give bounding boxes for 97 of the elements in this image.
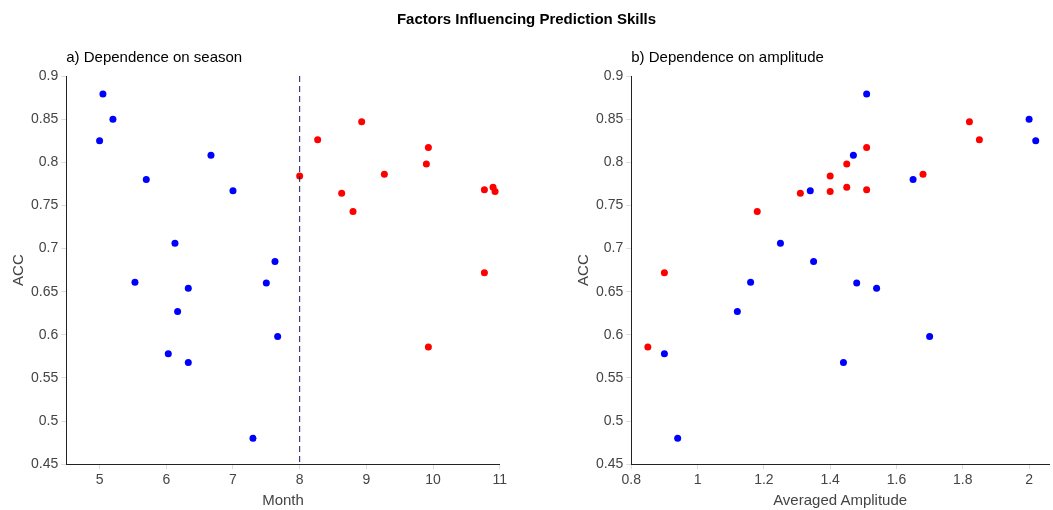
point <box>843 160 851 168</box>
x-tick-label: 11 <box>492 471 508 488</box>
point <box>314 136 322 144</box>
point <box>806 187 814 195</box>
y-tick-label: 0.85 <box>596 109 624 126</box>
point <box>644 343 652 351</box>
point <box>480 269 488 277</box>
point <box>262 279 270 287</box>
y-tick-label: 0.45 <box>596 455 624 472</box>
point <box>849 151 857 159</box>
x-tick-label: 8 <box>295 471 304 488</box>
point <box>271 257 279 265</box>
point <box>975 136 983 144</box>
y-tick-label: 0.5 <box>38 411 59 428</box>
x-tick-label: 9 <box>362 471 371 488</box>
point <box>1025 115 1033 123</box>
x-tick-label: 10 <box>425 471 442 488</box>
point <box>171 239 179 247</box>
y-axis-title: ACC <box>9 254 27 286</box>
point <box>424 144 432 152</box>
y-tick-label: 0.65 <box>31 282 59 299</box>
point <box>660 350 668 358</box>
y-tick-label: 0.65 <box>596 282 624 299</box>
x-tick-label: 1 <box>693 471 702 488</box>
point <box>810 257 818 265</box>
point <box>747 278 755 286</box>
point <box>164 350 172 358</box>
point <box>776 239 784 247</box>
point <box>826 172 834 180</box>
x-tick-label: 7 <box>229 471 238 488</box>
x-axis-title: Month <box>262 491 304 509</box>
y-axis-title: ACC <box>574 254 592 286</box>
point <box>96 137 104 145</box>
point <box>480 186 488 194</box>
point <box>926 333 934 341</box>
point <box>909 176 917 184</box>
y-tick-label: 0.55 <box>31 368 59 385</box>
chart-title: Factors Influencing Prediction Skills <box>395 10 658 27</box>
point <box>919 170 927 178</box>
y-tick-label: 0.8 <box>38 153 59 170</box>
point <box>863 186 871 194</box>
chart-subtitle: a) Dependence on season <box>66 48 243 65</box>
point <box>99 90 107 98</box>
y-tick-label: 0.7 <box>38 239 59 256</box>
y-tick-label: 0.5 <box>603 411 624 428</box>
point <box>863 144 871 152</box>
x-tick-label: 1.8 <box>953 471 973 488</box>
point <box>839 358 847 366</box>
point <box>843 183 851 191</box>
point <box>422 160 430 168</box>
point <box>229 187 237 195</box>
point <box>274 333 282 341</box>
point <box>753 207 761 215</box>
y-tick-label: 0.7 <box>603 239 624 256</box>
point <box>109 115 117 123</box>
x-tick-label: 1.4 <box>820 471 841 488</box>
y-tick-label: 0.9 <box>603 66 624 83</box>
point <box>142 176 150 184</box>
point <box>249 434 257 442</box>
point <box>674 434 682 442</box>
point <box>965 118 973 126</box>
y-tick-label: 0.6 <box>38 325 59 342</box>
point <box>863 90 871 98</box>
y-tick-label: 0.75 <box>31 196 59 213</box>
y-tick-label: 0.85 <box>31 109 59 126</box>
point <box>131 278 139 286</box>
point <box>174 308 182 316</box>
point <box>1032 137 1040 145</box>
point <box>873 284 881 292</box>
x-tick-label: 6 <box>162 471 171 488</box>
point <box>338 189 346 197</box>
x-tick-label: 1.6 <box>886 471 907 488</box>
point <box>358 118 366 126</box>
point <box>207 151 215 159</box>
x-tick-label: 5 <box>95 471 104 488</box>
y-tick-label: 0.45 <box>31 455 59 472</box>
point <box>826 188 834 196</box>
point <box>853 279 861 287</box>
point <box>733 308 741 316</box>
y-tick-label: 0.75 <box>596 196 624 213</box>
y-tick-label: 0.9 <box>38 66 59 83</box>
point <box>424 343 432 351</box>
point <box>184 358 192 366</box>
point <box>660 269 668 277</box>
chart-subtitle: b) Dependence on amplitude <box>631 48 824 65</box>
y-tick-label: 0.6 <box>603 325 624 342</box>
x-tick-label: 2 <box>1025 471 1034 488</box>
point <box>184 284 192 292</box>
x-tick-label: 0.8 <box>621 471 642 488</box>
point <box>491 188 499 196</box>
y-tick-label: 0.8 <box>603 153 624 170</box>
x-axis-title: Averaged Amplitude <box>773 491 908 509</box>
point <box>796 189 804 197</box>
y-tick-label: 0.55 <box>596 368 624 385</box>
x-tick-label: 1.2 <box>754 471 774 488</box>
point <box>349 207 357 215</box>
point <box>380 170 388 178</box>
